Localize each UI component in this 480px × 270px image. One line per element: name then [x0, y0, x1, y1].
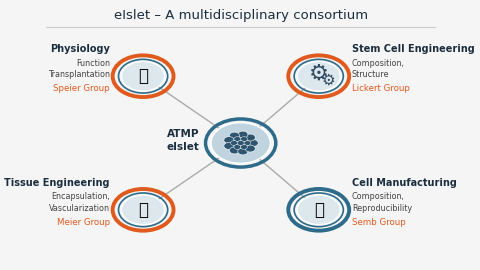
Text: eIslet – A multidisciplinary consortium: eIslet – A multidisciplinary consortium [114, 9, 368, 22]
Text: Physiology: Physiology [50, 44, 110, 54]
Text: Meier Group: Meier Group [57, 218, 110, 227]
Text: Composition,
Structure: Composition, Structure [352, 59, 405, 79]
Text: Speier Group: Speier Group [53, 84, 110, 93]
Circle shape [245, 145, 255, 152]
Text: Cell Manufacturing: Cell Manufacturing [352, 178, 457, 188]
Circle shape [297, 62, 340, 91]
Circle shape [234, 137, 241, 141]
Text: 🧪: 🧪 [314, 201, 324, 219]
Text: ATMP
eIslet: ATMP eIslet [167, 129, 200, 152]
Circle shape [224, 137, 234, 144]
Circle shape [240, 137, 248, 141]
Text: Composition,
Reproducibility: Composition, Reproducibility [352, 193, 412, 212]
Circle shape [238, 148, 248, 155]
Text: Semb Group: Semb Group [352, 218, 406, 227]
Circle shape [121, 62, 165, 91]
Text: Encapsulation,
Vascularization: Encapsulation, Vascularization [49, 193, 110, 212]
Circle shape [238, 131, 248, 138]
Circle shape [297, 195, 340, 225]
Text: Tissue Engineering: Tissue Engineering [4, 178, 110, 188]
Circle shape [234, 144, 241, 149]
Text: 🐀: 🐀 [138, 67, 148, 85]
Text: ⚙: ⚙ [309, 64, 329, 84]
Circle shape [230, 141, 238, 146]
Circle shape [245, 134, 255, 141]
Circle shape [229, 147, 240, 154]
Text: ⚙: ⚙ [321, 72, 335, 87]
Text: Stem Cell Engineering: Stem Cell Engineering [352, 44, 475, 54]
Text: Function
Transplantation: Function Transplantation [48, 59, 110, 79]
Circle shape [229, 132, 240, 139]
Text: 📦: 📦 [138, 201, 148, 219]
Text: Lickert Group: Lickert Group [352, 84, 410, 93]
Circle shape [237, 141, 244, 146]
Circle shape [244, 141, 251, 146]
Circle shape [211, 123, 270, 163]
Circle shape [121, 195, 165, 225]
Circle shape [224, 143, 234, 149]
Circle shape [240, 144, 248, 149]
Circle shape [248, 140, 258, 147]
